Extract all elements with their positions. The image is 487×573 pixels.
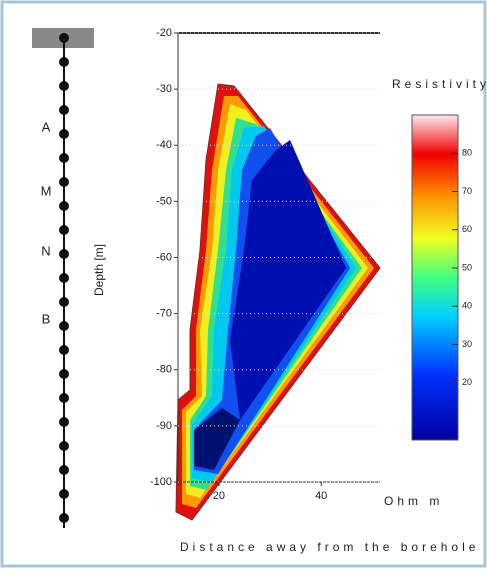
y-tick-label: -30 [156, 83, 172, 95]
colorbar-tick-label: 60 [462, 224, 472, 234]
electrode [59, 321, 69, 331]
colorbar-tick-label: 20 [462, 377, 472, 387]
electrode [59, 489, 69, 499]
y-tick-label: -60 [156, 251, 172, 263]
electrode [59, 177, 69, 187]
contour-deep-blue [194, 408, 240, 470]
electrode [59, 33, 69, 43]
contour-field [175, 83, 381, 521]
y-tick-label: -80 [156, 364, 172, 376]
electrode [59, 345, 69, 355]
electrode [59, 441, 69, 451]
electrode [59, 153, 69, 163]
electrode-label: N [41, 243, 50, 258]
electrode [59, 513, 69, 523]
electrode [59, 417, 69, 427]
electrode [59, 297, 69, 307]
colorbar-tick-label: 70 [462, 186, 472, 196]
electrode [59, 273, 69, 283]
colorbar-tick-label: 30 [462, 339, 472, 349]
electrode [59, 225, 69, 235]
colorbar-title: Resistivity [392, 77, 487, 91]
electrode [59, 81, 69, 91]
y-tick-label: -100 [150, 476, 172, 488]
y-tick-label: -20 [156, 27, 172, 39]
colorbar-unit: Ohm m [384, 494, 443, 508]
x-tick-label: 40 [315, 490, 327, 502]
x-axis-label: Distance away from the borehole [180, 540, 479, 554]
electrode-label: B [42, 311, 51, 326]
electrode [59, 249, 69, 259]
contour-dark-blue [230, 140, 346, 420]
electrodes: A M N B [41, 33, 69, 523]
y-tick-label: -40 [156, 139, 172, 151]
electrode [59, 201, 69, 211]
electrode [59, 369, 69, 379]
electrode [59, 105, 69, 115]
colorbar-tick-label: 80 [462, 148, 472, 158]
ticks: -20 -30 -40 -50 -60 -70 -80 -90 -100 20 40 [150, 27, 380, 502]
electrode [59, 393, 69, 403]
electrode-label: M [41, 183, 52, 198]
y-axis-label: Depth [m] [92, 244, 106, 296]
electrode-label: A [42, 119, 51, 134]
electrode [59, 129, 69, 139]
x-tick-label: 20 [213, 490, 225, 502]
electrode [59, 465, 69, 475]
electrode [59, 57, 69, 67]
colorbar [411, 114, 459, 441]
colorbar-tick-label: 50 [462, 262, 472, 272]
y-tick-label: -50 [156, 195, 172, 207]
y-tick-label: -70 [156, 308, 172, 320]
colorbar-tick-label: 40 [462, 301, 472, 311]
y-tick-label: -90 [156, 420, 172, 432]
